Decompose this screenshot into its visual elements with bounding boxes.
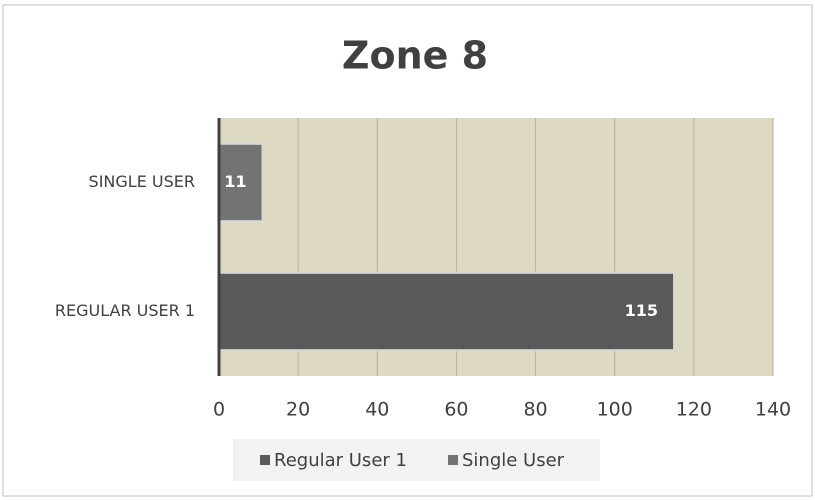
legend-swatch (260, 455, 270, 465)
x-tick-label: 20 (286, 399, 310, 421)
x-tick-label: 0 (213, 399, 225, 421)
legend-label: Single User (462, 450, 565, 471)
data-label: 115 (625, 301, 658, 320)
bar (218, 271, 676, 352)
chart-title: Zone 8 (342, 34, 488, 78)
y-tick-label: REGULAR USER 1 (55, 301, 195, 320)
x-tick-label: 40 (365, 399, 389, 421)
x-tick-label: 80 (523, 399, 547, 421)
x-tick-label: 100 (597, 399, 633, 421)
legend-swatch (448, 455, 458, 465)
legend-box (233, 439, 600, 481)
y-tick-label: SINGLE USER (89, 172, 195, 191)
data-label: 11 (224, 172, 246, 191)
x-tick-label: 120 (676, 399, 712, 421)
legend-label: Regular User 1 (274, 450, 407, 471)
x-tick-label: 60 (444, 399, 468, 421)
x-tick-label: 140 (755, 399, 791, 421)
